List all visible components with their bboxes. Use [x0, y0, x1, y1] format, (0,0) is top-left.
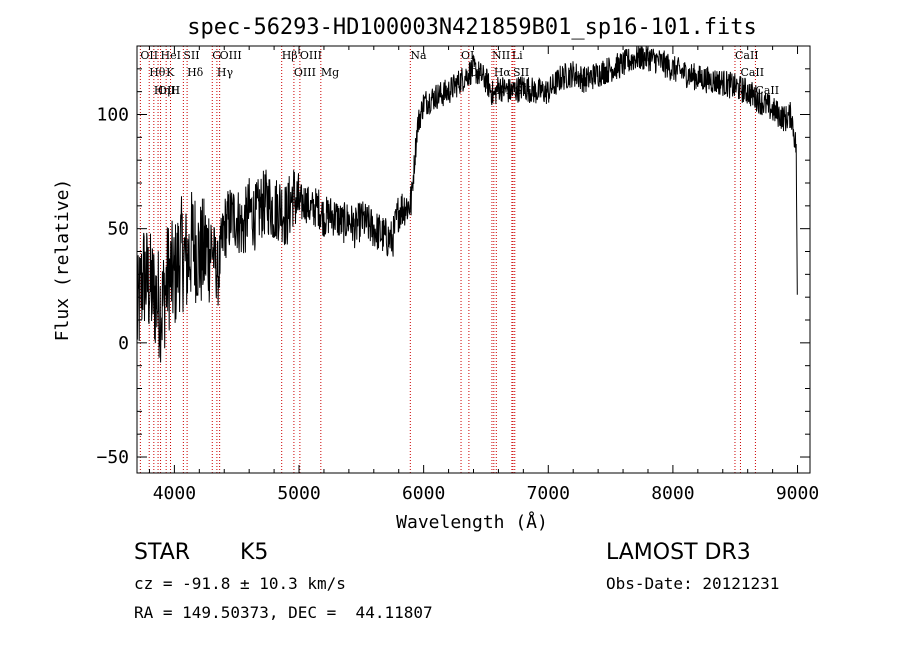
y-tick-label: 50: [107, 219, 129, 240]
y-tick-label: −50: [96, 447, 129, 468]
marker-label: Mg: [321, 66, 339, 79]
marker-label: OIII: [294, 66, 316, 79]
y-tick-label: 100: [96, 105, 129, 126]
marker-label: OIII: [300, 49, 322, 62]
survey-name: LAMOST DR3: [606, 540, 751, 565]
y-axis: −50 0 50 100: [96, 68, 810, 468]
spectrum-line: [136, 45, 798, 363]
chart-title: spec-56293-HD100003N421859B01_sp16-101.f…: [187, 15, 757, 40]
marker-label: H: [171, 84, 181, 97]
y-axis-label: Flux (relative): [52, 179, 73, 342]
x-tick-label: 6000: [402, 483, 445, 504]
spectrum-series: [136, 45, 798, 363]
y-tick-label: 0: [118, 333, 129, 354]
marker-label: Hθ: [149, 66, 166, 79]
marker-label: Hγ: [217, 66, 234, 79]
x-tick-label: 7000: [527, 483, 570, 504]
marker-label: SII: [513, 66, 529, 79]
x-tick-label: 5000: [277, 483, 320, 504]
marker-label: Li: [512, 49, 523, 62]
x-axis: 4000 5000 6000 7000 8000 9000: [148, 46, 819, 504]
coordinates-readout: RA = 149.50373, DEC = 44.11807: [134, 603, 433, 622]
x-tick-label: 9000: [776, 483, 819, 504]
marker-label: OI: [461, 49, 474, 62]
marker-label: NII: [492, 49, 510, 62]
redshift-readout: cz = -91.8 ± 10.3 km/s: [134, 574, 346, 593]
object-subclass: K5: [240, 540, 269, 565]
marker-label: CaII: [740, 66, 764, 79]
observation-date: Obs-Date: 20121231: [606, 574, 780, 593]
object-class: STAR: [134, 540, 191, 565]
marker-label: K: [166, 66, 175, 79]
marker-label: Hα: [494, 66, 512, 79]
plot-frame: [136, 45, 811, 474]
marker-label: OIII: [220, 49, 242, 62]
marker-label: Hβ: [282, 49, 298, 62]
marker-label: SII: [183, 49, 199, 62]
x-tick-label: 8000: [651, 483, 694, 504]
line-markers: OIIHθHηOIIIHeIKHSIIHδGHγOIIIHβOIIIOIIIMg…: [139, 46, 779, 473]
marker-label: Hη: [154, 84, 170, 97]
x-tick-label: 4000: [153, 483, 196, 504]
marker-label: Hδ: [187, 66, 204, 79]
marker-label: OIII: [158, 84, 180, 97]
marker-label: Na: [410, 49, 427, 62]
x-axis-label: Wavelength (Å): [396, 511, 548, 533]
